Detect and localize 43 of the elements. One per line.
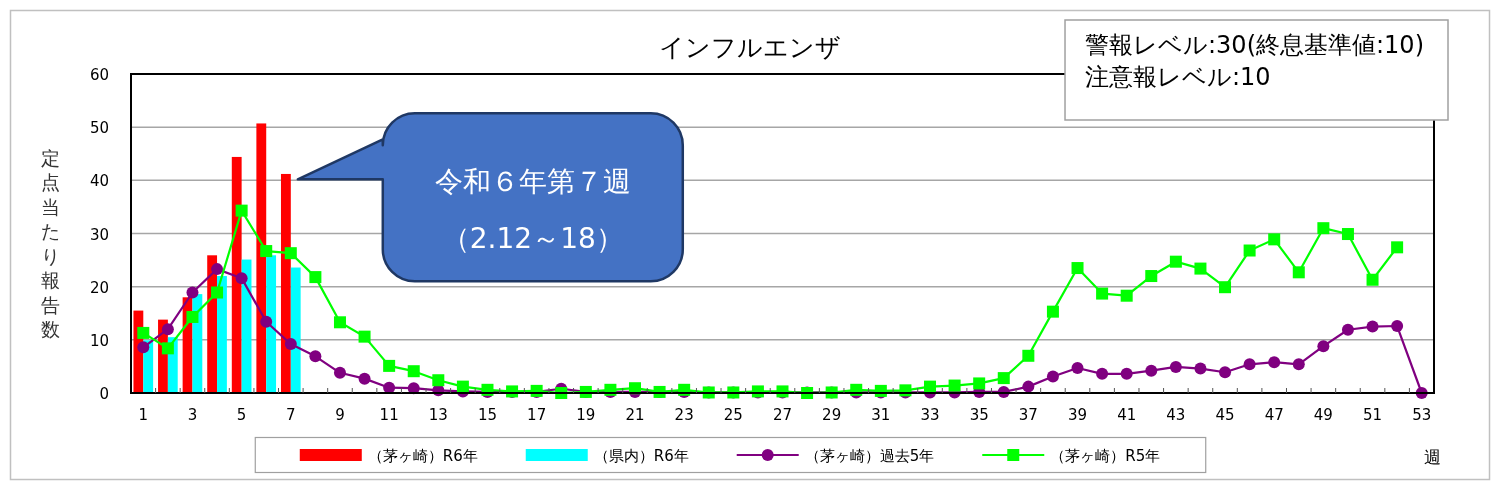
- x-tick-label: 13: [428, 406, 448, 424]
- x-tick-label: 33: [920, 406, 940, 424]
- x-tick-label: 47: [1264, 406, 1284, 424]
- x-tick-label: 11: [379, 406, 399, 424]
- x-tick-label: 1: [138, 406, 149, 424]
- x-tick-label: 53: [1412, 406, 1432, 424]
- y-tick-label: 20: [89, 278, 109, 297]
- x-tick-label: 27: [772, 406, 793, 424]
- x-tick-label: 41: [1117, 406, 1137, 424]
- y-tick-label: 10: [89, 331, 109, 350]
- x-tick-label: 3: [187, 406, 198, 424]
- x-tick-label: 39: [1067, 406, 1088, 424]
- x-tick-label: 35: [969, 406, 989, 424]
- legend-label: （茅ヶ崎）R5年: [1050, 447, 1161, 465]
- x-tick-label: 5: [236, 406, 247, 424]
- x-tick-label: 7: [286, 406, 296, 424]
- x-tick-label: 23: [674, 406, 694, 424]
- legend-label: （茅ヶ崎）過去5年: [804, 447, 935, 465]
- x-tick-label: 9: [335, 406, 345, 424]
- x-tick-label: 17: [527, 406, 547, 424]
- annotation: 警報レベル:30(終息基準値:10) 注意報レベル:10: [1085, 31, 1424, 91]
- chart-title: インフルエンザ: [659, 33, 841, 62]
- x-tick-label: 15: [477, 406, 498, 424]
- x-tick-label: 43: [1166, 406, 1186, 424]
- x-tick-label: 25: [723, 406, 743, 424]
- y-tick-label: 50: [89, 119, 109, 138]
- x-tick-label: 49: [1313, 406, 1333, 424]
- y-tick-label: 40: [89, 172, 109, 191]
- x-tick-label: 37: [1018, 406, 1038, 424]
- annotation: 令和６年第７週（2.12～18）: [434, 165, 631, 256]
- y-tick-label: 60: [89, 66, 109, 84]
- legend-label: （県内）R6年: [593, 447, 689, 465]
- x-tick-label: 19: [576, 406, 596, 424]
- legend-label: （茅ヶ崎）R6年: [367, 447, 478, 465]
- x-axis-title: 週: [1423, 447, 1441, 467]
- y-axis-title: 定点当たり報告数: [40, 146, 60, 341]
- x-tick-label: 21: [625, 406, 645, 424]
- y-tick-label: 0: [99, 385, 109, 403]
- x-tick-label: 29: [822, 406, 842, 424]
- y-tick-label: 30: [89, 225, 109, 244]
- x-tick-label: 51: [1362, 406, 1383, 424]
- x-tick-label: 45: [1215, 406, 1235, 424]
- x-tick-label: 31: [871, 406, 891, 424]
